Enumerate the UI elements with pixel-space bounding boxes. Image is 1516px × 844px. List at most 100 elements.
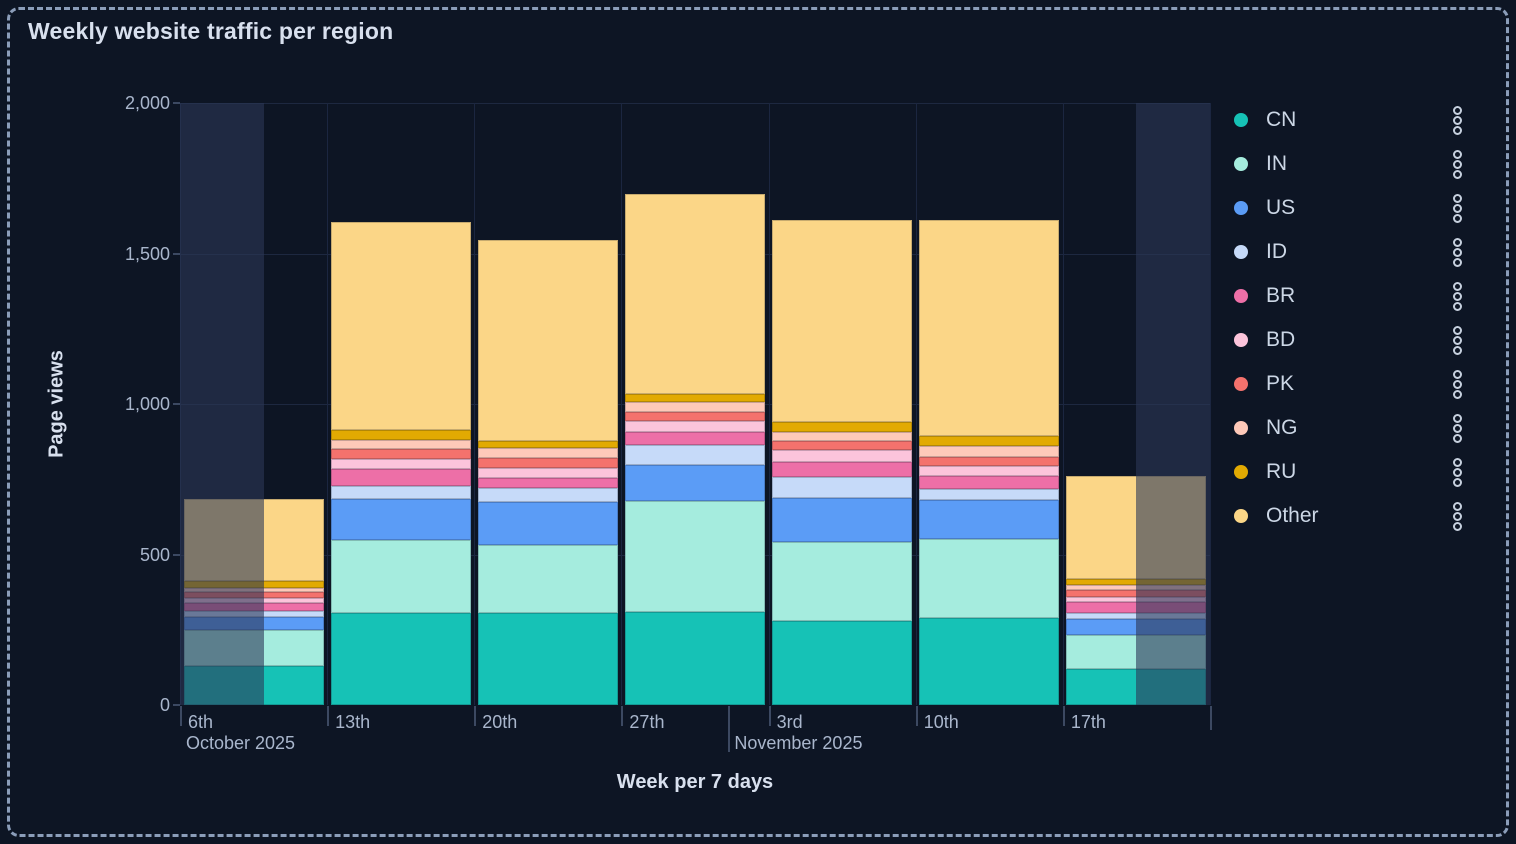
legend-item-id[interactable]: ID xyxy=(1234,230,1482,274)
bar-segment-other[interactable] xyxy=(1066,475,1207,579)
legend-menu-kebab-icon[interactable] xyxy=(1451,412,1464,445)
bar-segment-cn[interactable] xyxy=(625,611,765,705)
bar-segment-in[interactable] xyxy=(1066,635,1207,670)
legend-menu-kebab-icon[interactable] xyxy=(1451,456,1464,489)
legend-item-in[interactable]: IN xyxy=(1234,142,1482,186)
legend-menu-kebab-icon[interactable] xyxy=(1451,104,1464,137)
bar-segment-cn[interactable] xyxy=(477,613,618,705)
bar-segment-br[interactable] xyxy=(919,475,1060,490)
bar-segment-cn[interactable] xyxy=(772,620,913,705)
bar-segment-other[interactable] xyxy=(625,193,765,395)
bar-segment-pk[interactable] xyxy=(772,441,913,450)
bar-segment-bd[interactable] xyxy=(919,466,1060,476)
bar-column[interactable] xyxy=(183,498,324,705)
bar-segment-us[interactable] xyxy=(477,501,618,545)
bar-segment-other[interactable] xyxy=(183,498,324,582)
panel-title[interactable]: Weekly website traffic per region xyxy=(28,18,394,44)
legend-item-label: BD xyxy=(1266,328,1296,351)
bar-segment-ru[interactable] xyxy=(625,394,765,402)
bar-segment-other[interactable] xyxy=(772,220,913,422)
bar-column[interactable] xyxy=(1066,475,1207,705)
bar-segment-ng[interactable] xyxy=(477,447,618,458)
bar-segment-id[interactable] xyxy=(625,444,765,465)
bar-segment-ru[interactable] xyxy=(477,441,618,448)
bar-segment-in[interactable] xyxy=(477,544,618,614)
legend-color-dot xyxy=(1234,113,1248,127)
legend-menu-kebab-icon[interactable] xyxy=(1451,324,1464,357)
bar-segment-bd[interactable] xyxy=(625,420,765,432)
bar-column[interactable] xyxy=(330,222,471,705)
bar-column[interactable] xyxy=(477,239,618,705)
bar-segment-other[interactable] xyxy=(330,222,471,430)
legend-menu-kebab-icon[interactable] xyxy=(1451,236,1464,269)
bar-segment-in[interactable] xyxy=(772,541,913,621)
legend-item-ng[interactable]: NG xyxy=(1234,406,1482,450)
bar-column[interactable] xyxy=(919,220,1060,705)
bar-segment-ng[interactable] xyxy=(919,446,1060,458)
bar-segment-br[interactable] xyxy=(1066,602,1207,613)
legend-menu-kebab-icon[interactable] xyxy=(1451,192,1464,225)
bar-column[interactable] xyxy=(625,193,765,705)
legend-item-ru[interactable]: RU xyxy=(1234,450,1482,494)
bar-segment-id[interactable] xyxy=(919,489,1060,501)
bar-segment-ru[interactable] xyxy=(772,421,913,433)
bar-segment-ng[interactable] xyxy=(625,401,765,412)
legend-color-dot xyxy=(1234,509,1248,523)
legend-menu-kebab-icon[interactable] xyxy=(1451,148,1464,181)
bar-segment-us[interactable] xyxy=(330,499,471,541)
bar-segment-in[interactable] xyxy=(625,501,765,612)
bar-segment-br[interactable] xyxy=(477,478,618,489)
bar-segment-pk[interactable] xyxy=(330,448,471,459)
bar-segment-in[interactable] xyxy=(183,630,324,666)
bar-segment-br[interactable] xyxy=(625,431,765,445)
legend-item-us[interactable]: US xyxy=(1234,186,1482,230)
bar-segment-ru[interactable] xyxy=(183,581,324,588)
x-tick-day: 27th xyxy=(629,712,665,732)
bar-segment-ng[interactable] xyxy=(330,439,471,449)
bar-segment-ru[interactable] xyxy=(330,429,471,440)
bar-segment-pk[interactable] xyxy=(625,411,765,421)
v-gridline xyxy=(180,103,181,705)
bar-segment-pk[interactable] xyxy=(919,457,1060,467)
legend-item-br[interactable]: BR xyxy=(1234,274,1482,318)
bar-segment-us[interactable] xyxy=(183,616,324,631)
bar-segment-br[interactable] xyxy=(183,602,324,611)
bar-segment-bd[interactable] xyxy=(772,449,913,462)
bar-column[interactable] xyxy=(772,220,913,705)
bar-segment-us[interactable] xyxy=(772,497,913,542)
bar-segment-id[interactable] xyxy=(330,485,471,500)
bar-segment-in[interactable] xyxy=(330,540,471,614)
bar-segment-cn[interactable] xyxy=(1066,669,1207,705)
legend-item-pk[interactable]: PK xyxy=(1234,362,1482,406)
bar-segment-cn[interactable] xyxy=(330,613,471,705)
bar-segment-us[interactable] xyxy=(919,500,1060,539)
bar-segment-cn[interactable] xyxy=(183,665,324,705)
bar-segment-id[interactable] xyxy=(477,488,618,502)
x-axis-label: Week per 7 days xyxy=(616,771,774,793)
bar-segment-pk[interactable] xyxy=(477,457,618,469)
bar-segment-ru[interactable] xyxy=(1066,578,1207,586)
bar-segment-id[interactable] xyxy=(772,476,913,498)
legend-menu-kebab-icon[interactable] xyxy=(1451,500,1464,533)
bar-segment-bd[interactable] xyxy=(477,468,618,479)
legend-menu-kebab-icon[interactable] xyxy=(1451,280,1464,313)
bar-segment-other[interactable] xyxy=(477,239,618,442)
bar-segment-br[interactable] xyxy=(772,461,913,477)
legend-item-label: BR xyxy=(1266,284,1296,307)
bar-segment-ng[interactable] xyxy=(772,432,913,442)
bar-segment-us[interactable] xyxy=(625,464,765,502)
bar-segment-bd[interactable] xyxy=(330,458,471,470)
v-gridline xyxy=(1062,103,1064,705)
bar-segment-other[interactable] xyxy=(919,220,1060,437)
legend-menu-kebab-icon[interactable] xyxy=(1451,368,1464,401)
bar-segment-in[interactable] xyxy=(919,538,1060,618)
bar-segment-ru[interactable] xyxy=(919,436,1060,447)
legend-item-other[interactable]: Other xyxy=(1234,494,1482,538)
legend-item-cn[interactable]: CN xyxy=(1234,98,1482,142)
bar-segment-pk[interactable] xyxy=(1066,590,1207,597)
bar-segment-br[interactable] xyxy=(330,469,471,486)
legend-color-dot xyxy=(1234,245,1248,259)
legend-item-bd[interactable]: BD xyxy=(1234,318,1482,362)
bar-segment-cn[interactable] xyxy=(919,617,1060,705)
bar-segment-us[interactable] xyxy=(1066,618,1207,636)
